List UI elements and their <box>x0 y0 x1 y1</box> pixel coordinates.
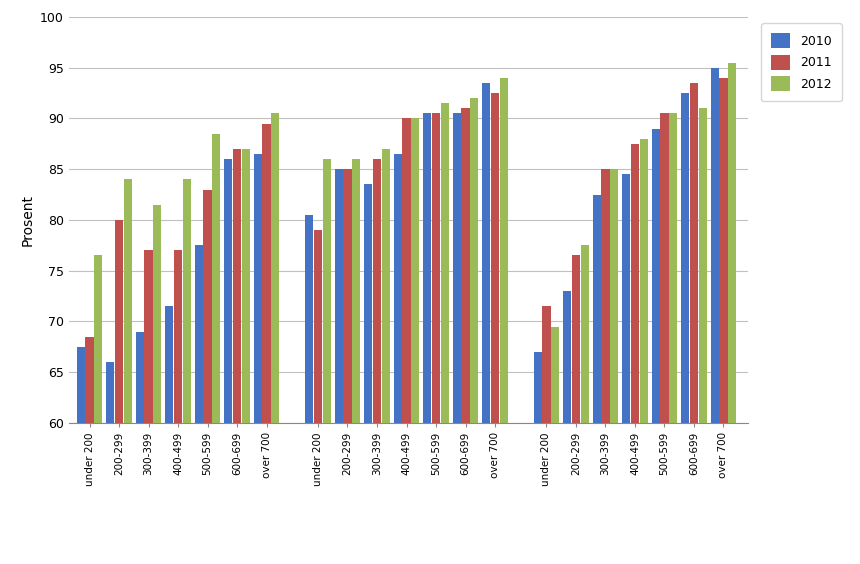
Bar <box>610 169 618 423</box>
Bar <box>470 98 478 423</box>
Bar <box>500 78 508 423</box>
Bar <box>728 63 736 423</box>
Bar <box>174 250 182 423</box>
Bar <box>543 306 550 423</box>
Bar <box>94 255 102 423</box>
Bar <box>601 169 610 423</box>
Bar <box>254 154 262 423</box>
Bar <box>364 184 372 423</box>
Bar <box>432 113 440 423</box>
Bar <box>423 113 432 423</box>
Bar <box>335 169 343 423</box>
Bar <box>669 113 678 423</box>
Bar <box>630 144 639 423</box>
Bar <box>563 291 571 423</box>
Bar <box>242 149 250 423</box>
Bar <box>719 78 728 423</box>
Bar <box>343 169 352 423</box>
Bar <box>352 159 360 423</box>
Bar <box>373 159 381 423</box>
Bar <box>124 179 132 423</box>
Bar <box>533 352 542 423</box>
Bar <box>440 103 449 423</box>
Bar <box>551 327 559 423</box>
Bar <box>153 205 162 423</box>
Bar <box>271 113 280 423</box>
Bar <box>681 93 690 423</box>
Bar <box>690 83 698 423</box>
Bar <box>203 190 212 423</box>
Bar <box>194 245 203 423</box>
Bar <box>115 220 123 423</box>
Bar <box>314 230 322 423</box>
Bar <box>77 347 85 423</box>
Bar <box>710 68 719 423</box>
Bar <box>461 108 470 423</box>
Bar <box>622 174 630 423</box>
Bar <box>411 118 420 423</box>
Bar <box>322 159 331 423</box>
Bar <box>106 362 114 423</box>
Bar <box>305 215 313 423</box>
Bar <box>660 113 668 423</box>
Bar <box>165 306 174 423</box>
Bar <box>85 337 94 423</box>
Legend: 2010, 2011, 2012: 2010, 2011, 2012 <box>761 23 842 102</box>
Bar <box>233 149 241 423</box>
Bar <box>652 129 660 423</box>
Bar <box>262 124 271 423</box>
Bar <box>593 195 601 423</box>
Bar <box>572 255 580 423</box>
Y-axis label: Prosent: Prosent <box>21 194 34 246</box>
Bar <box>402 118 411 423</box>
Bar <box>136 332 144 423</box>
Bar <box>482 83 490 423</box>
Bar <box>640 139 648 423</box>
Bar <box>580 245 589 423</box>
Bar <box>491 93 499 423</box>
Bar <box>144 250 153 423</box>
Bar <box>698 108 707 423</box>
Bar <box>452 113 461 423</box>
Bar <box>182 179 191 423</box>
Bar <box>394 154 402 423</box>
Bar <box>382 149 390 423</box>
Bar <box>224 159 232 423</box>
Bar <box>212 134 220 423</box>
